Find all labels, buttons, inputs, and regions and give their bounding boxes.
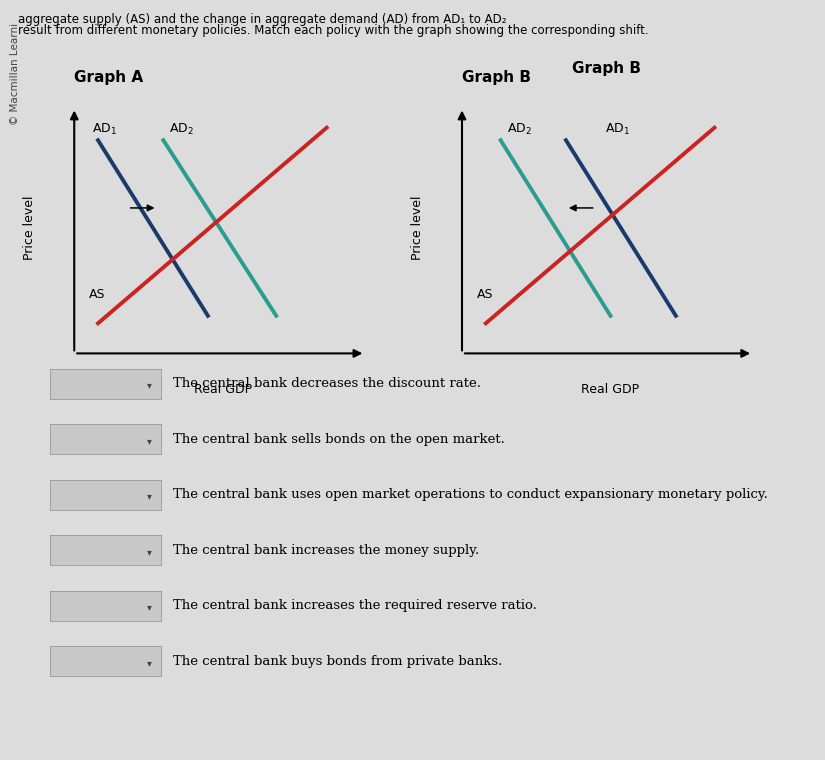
Text: The central bank decreases the discount rate.: The central bank decreases the discount … <box>173 377 481 391</box>
Text: ▾: ▾ <box>148 602 152 613</box>
Text: Graph B: Graph B <box>572 61 641 76</box>
Text: ▾: ▾ <box>148 380 152 391</box>
Text: ▾: ▾ <box>148 546 152 557</box>
Text: ▾: ▾ <box>148 657 152 668</box>
Text: ▾: ▾ <box>148 491 152 502</box>
Text: AD$_2$: AD$_2$ <box>507 122 531 137</box>
Text: result from different monetary policies. Match each policy with the graph showin: result from different monetary policies.… <box>18 24 648 37</box>
Text: aggregate supply (AS) and the change in aggregate demand (AD) from AD₁ to AD₂: aggregate supply (AS) and the change in … <box>18 13 507 26</box>
Text: The central bank buys bonds from private banks.: The central bank buys bonds from private… <box>173 654 502 668</box>
Text: Real GDP: Real GDP <box>194 384 252 397</box>
Text: Price level: Price level <box>411 196 424 260</box>
Text: AD$_1$: AD$_1$ <box>92 122 117 137</box>
Text: ▾: ▾ <box>148 435 152 446</box>
Text: Graph B: Graph B <box>462 70 531 85</box>
Text: Price level: Price level <box>23 196 36 260</box>
Text: The central bank sells bonds on the open market.: The central bank sells bonds on the open… <box>173 432 505 446</box>
Text: Graph A: Graph A <box>74 70 144 85</box>
Text: © Macmillan Learni: © Macmillan Learni <box>10 23 20 125</box>
Text: AS: AS <box>89 288 106 301</box>
Text: The central bank increases the money supply.: The central bank increases the money sup… <box>173 543 479 557</box>
Text: AS: AS <box>477 288 493 301</box>
Text: AD$_2$: AD$_2$ <box>169 122 194 137</box>
Text: The central bank increases the required reserve ratio.: The central bank increases the required … <box>173 599 537 613</box>
Text: The central bank uses open market operations to conduct expansionary monetary po: The central bank uses open market operat… <box>173 488 768 502</box>
Text: AD$_1$: AD$_1$ <box>605 122 629 137</box>
Text: Real GDP: Real GDP <box>582 384 639 397</box>
